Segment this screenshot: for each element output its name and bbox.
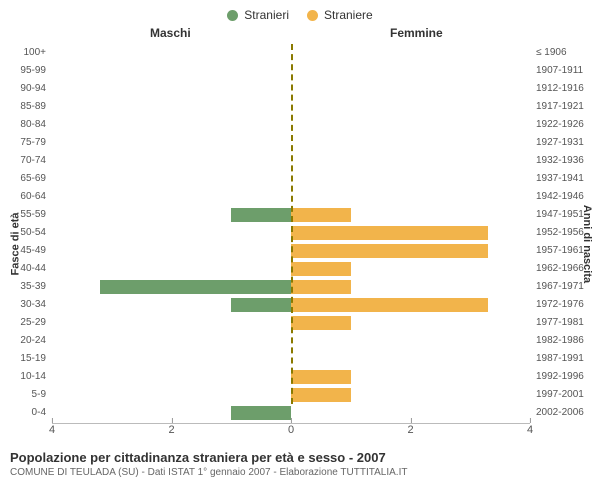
bar-female <box>291 388 351 402</box>
footer-title: Popolazione per cittadinanza straniera p… <box>10 450 590 465</box>
age-label: 35-39 <box>0 278 50 296</box>
age-label: 10-14 <box>0 368 50 386</box>
bar-female <box>291 370 351 384</box>
birth-label: 1992-1996 <box>532 368 600 386</box>
age-label: 40-44 <box>0 260 50 278</box>
birth-label: 1932-1936 <box>532 152 600 170</box>
x-tick: 2 <box>407 424 413 436</box>
chart-container: Stranieri Straniere Maschi Femmine Fasce… <box>0 0 600 500</box>
birth-label: 1927-1931 <box>532 134 600 152</box>
age-label: 0-4 <box>0 404 50 422</box>
birth-label: 1912-1916 <box>532 80 600 98</box>
birth-label: 1972-1976 <box>532 296 600 314</box>
bar-female <box>291 244 488 258</box>
bar-female <box>291 280 351 294</box>
bar-female <box>291 316 351 330</box>
age-label: 95-99 <box>0 62 50 80</box>
age-label: 45-49 <box>0 242 50 260</box>
age-label: 70-74 <box>0 152 50 170</box>
legend-label-female: Straniere <box>324 8 373 22</box>
age-labels: 100+95-9990-9485-8980-8475-7970-7465-696… <box>0 44 50 424</box>
bar-female <box>291 262 351 276</box>
birth-label: 1947-1951 <box>532 206 600 224</box>
birth-label: 1987-1991 <box>532 350 600 368</box>
legend-item-male: Stranieri <box>227 8 289 22</box>
age-label: 25-29 <box>0 314 50 332</box>
legend-item-female: Straniere <box>307 8 373 22</box>
age-label: 80-84 <box>0 116 50 134</box>
birth-label: 1997-2001 <box>532 386 600 404</box>
bar-male <box>100 280 291 294</box>
birth-labels: ≤ 19061907-19111912-19161917-19211922-19… <box>532 44 600 424</box>
age-label: 5-9 <box>0 386 50 404</box>
header-female: Femmine <box>390 26 443 40</box>
birth-label: 1957-1961 <box>532 242 600 260</box>
header-male: Maschi <box>150 26 191 40</box>
center-divider <box>291 44 293 404</box>
bar-rows <box>52 44 530 424</box>
birth-label: 1917-1921 <box>532 98 600 116</box>
age-label: 60-64 <box>0 188 50 206</box>
age-label: 50-54 <box>0 224 50 242</box>
age-label: 90-94 <box>0 80 50 98</box>
birth-label: ≤ 1906 <box>532 44 600 62</box>
column-headers: Maschi Femmine <box>0 26 600 44</box>
bar-female <box>291 298 488 312</box>
x-tick: 2 <box>168 424 174 436</box>
bar-male <box>231 298 291 312</box>
birth-label: 1977-1981 <box>532 314 600 332</box>
birth-label: 1937-1941 <box>532 170 600 188</box>
birth-label: 1952-1956 <box>532 224 600 242</box>
x-tick: 4 <box>527 424 533 436</box>
legend: Stranieri Straniere <box>0 8 600 22</box>
x-tick: 0 <box>288 424 294 436</box>
birth-label: 2002-2006 <box>532 404 600 422</box>
birth-label: 1907-1911 <box>532 62 600 80</box>
legend-swatch-female <box>307 10 318 21</box>
chart-area: Fasce di età Anni di nascita 100+95-9990… <box>0 44 600 444</box>
age-label: 75-79 <box>0 134 50 152</box>
birth-label: 1982-1986 <box>532 332 600 350</box>
bar-male <box>231 406 291 420</box>
age-label: 65-69 <box>0 170 50 188</box>
age-label: 15-19 <box>0 350 50 368</box>
legend-label-male: Stranieri <box>244 8 289 22</box>
age-label: 30-34 <box>0 296 50 314</box>
birth-label: 1967-1971 <box>532 278 600 296</box>
bar-female <box>291 208 351 222</box>
x-tick: 4 <box>49 424 55 436</box>
birth-label: 1922-1926 <box>532 116 600 134</box>
birth-label: 1962-1966 <box>532 260 600 278</box>
bar-male <box>231 208 291 222</box>
x-axis: 4 2 0 2 4 <box>52 424 530 444</box>
age-label: 20-24 <box>0 332 50 350</box>
footer-subtitle: COMUNE DI TEULADA (SU) - Dati ISTAT 1° g… <box>10 467 590 478</box>
age-label: 85-89 <box>0 98 50 116</box>
chart-footer: Popolazione per cittadinanza straniera p… <box>0 444 600 478</box>
age-label: 55-59 <box>0 206 50 224</box>
bar-female <box>291 226 488 240</box>
legend-swatch-male <box>227 10 238 21</box>
birth-label: 1942-1946 <box>532 188 600 206</box>
age-label: 100+ <box>0 44 50 62</box>
